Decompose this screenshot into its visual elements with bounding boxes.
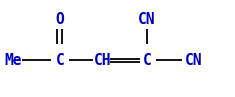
Text: C: C [55, 53, 64, 68]
Text: CN: CN [185, 53, 203, 68]
Text: CN: CN [138, 12, 156, 27]
Text: CH: CH [94, 53, 111, 68]
Text: O: O [55, 12, 64, 27]
Text: Me: Me [4, 53, 22, 68]
Text: C: C [142, 53, 151, 68]
